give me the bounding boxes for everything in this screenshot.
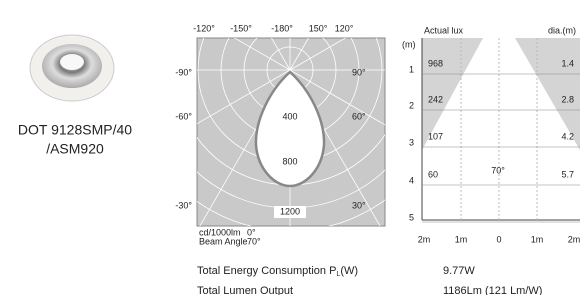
spec-value: 1186Lm (121 Lm/W) bbox=[443, 285, 542, 295]
lamp-image bbox=[30, 35, 114, 101]
beam-label: Beam Angle bbox=[199, 236, 248, 246]
spec-unit: (W) bbox=[340, 265, 358, 277]
row-dia: 1.4 bbox=[561, 58, 574, 68]
angle-label: 30° bbox=[352, 200, 366, 210]
angle-label: -150° bbox=[230, 23, 252, 33]
angle-label: -120° bbox=[193, 23, 215, 33]
row-lux: 107 bbox=[428, 131, 443, 141]
angle-label: -60° bbox=[175, 111, 192, 121]
x-label: 1m bbox=[531, 234, 544, 244]
row-lux: 242 bbox=[428, 94, 443, 104]
product-name: /ASM920 bbox=[46, 141, 104, 157]
dia-header: dia.(m) bbox=[548, 25, 576, 35]
row-distance: 5 bbox=[409, 212, 414, 222]
radial-label: 400 bbox=[282, 111, 297, 121]
angle-label: 120° bbox=[335, 23, 354, 33]
x-label: 2m bbox=[568, 234, 581, 244]
row-dia: 2.8 bbox=[561, 94, 574, 104]
spec-text: Total Lumen Output bbox=[197, 285, 293, 295]
row-distance: 3 bbox=[409, 137, 414, 147]
row-distance: 4 bbox=[409, 175, 414, 185]
row-dia: 4.2 bbox=[561, 131, 574, 141]
x-label: 1m bbox=[455, 234, 468, 244]
angle-label: 90° bbox=[352, 67, 366, 77]
lux-header: Actual lux bbox=[424, 25, 464, 35]
x-label: 0 bbox=[496, 234, 501, 244]
angle-label: -30° bbox=[175, 200, 192, 210]
datasheet: DOT 9128SMP/40 /ASM920 -120°-150°-180°15… bbox=[0, 0, 584, 295]
row-lux: 968 bbox=[428, 58, 443, 68]
angle-label: -90° bbox=[175, 67, 192, 77]
spec-label: Total Energy Consumption PL(W) bbox=[197, 265, 358, 278]
spec-label: Total Lumen Output bbox=[197, 285, 293, 295]
product-name: DOT 9128SMP/40 bbox=[18, 122, 132, 138]
angle-label: 60° bbox=[352, 111, 366, 121]
row-dia: 5.7 bbox=[561, 169, 574, 179]
row-lux: 60 bbox=[428, 169, 438, 179]
radial-label: 1200 bbox=[280, 206, 300, 216]
angle-label: -180° bbox=[271, 23, 293, 33]
row-distance: 1 bbox=[409, 64, 414, 74]
lux-diagram bbox=[422, 38, 580, 222]
beam-angle-label: 70° bbox=[491, 165, 505, 175]
lux-unit: (m) bbox=[402, 39, 416, 49]
spec-text: Total Energy Consumption P bbox=[197, 265, 336, 277]
radial-label: 800 bbox=[282, 156, 297, 166]
x-label: 2m bbox=[418, 234, 431, 244]
angle-label: 150° bbox=[309, 23, 328, 33]
beam-angle: 70° bbox=[247, 236, 261, 246]
spec-value: 9.77W bbox=[443, 265, 475, 277]
row-distance: 2 bbox=[409, 100, 414, 110]
